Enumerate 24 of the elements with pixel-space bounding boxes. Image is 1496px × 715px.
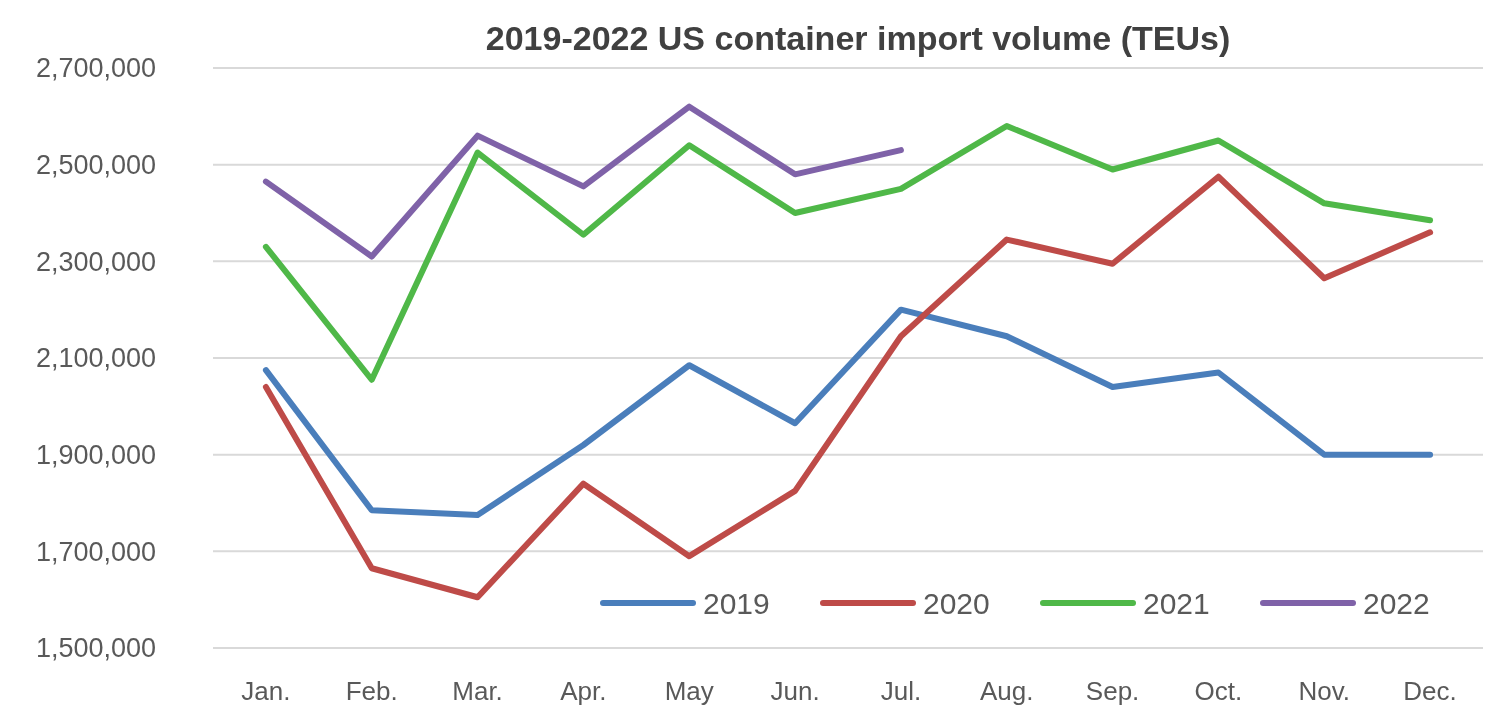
x-tick-label: May <box>664 676 714 706</box>
y-tick-label: 1,500,000 <box>35 633 156 664</box>
x-tick-label: Jul. <box>880 676 922 706</box>
x-tick-label: Sep. <box>1085 676 1140 706</box>
legend-label: 2020 <box>923 586 990 620</box>
y-tick-label: 1,900,000 <box>35 440 156 471</box>
y-tick-label: 2,500,000 <box>35 150 156 181</box>
x-tick-label: Nov. <box>1298 676 1351 706</box>
y-tick-label: 1,700,000 <box>35 536 156 567</box>
x-tick-label: Dec. <box>1403 676 1457 706</box>
x-tick-label: Jan. <box>241 676 291 706</box>
y-tick-label: 2,700,000 <box>35 53 156 84</box>
legend-label: 2022 <box>1363 586 1430 620</box>
y-tick-label: 2,300,000 <box>35 246 156 277</box>
x-tick-label: Aug. <box>980 676 1034 706</box>
legend-label: 2019 <box>703 586 770 620</box>
legend-label: 2021 <box>1143 586 1210 620</box>
x-tick-label: Jun. <box>770 676 820 706</box>
x-tick-label: Oct. <box>1194 676 1243 706</box>
y-tick-label: 2,100,000 <box>35 343 156 374</box>
x-tick-label: Apr. <box>560 676 607 706</box>
x-tick-label: Feb. <box>345 676 398 706</box>
chart-title: 2019-2022 US container import volume (TEUs) <box>485 19 1231 57</box>
x-tick-label: Mar. <box>452 676 503 706</box>
